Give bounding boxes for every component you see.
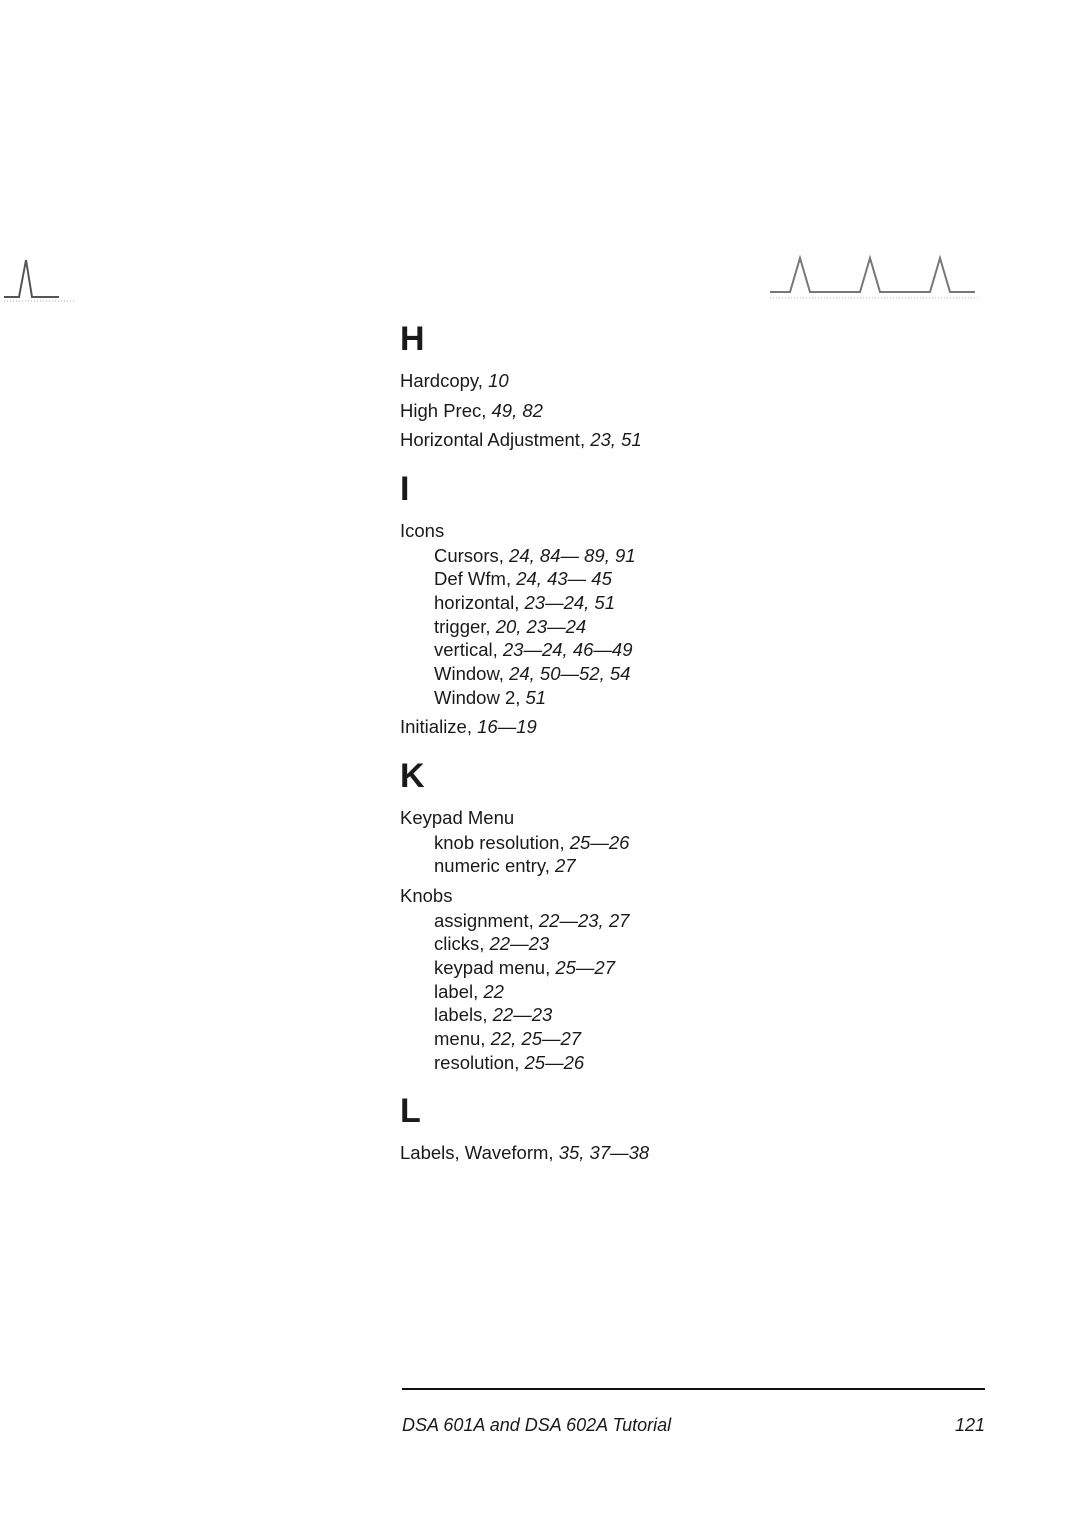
index-term: Hardcopy, xyxy=(400,370,488,391)
section-letter: K xyxy=(400,757,990,796)
index-pages: 16—19 xyxy=(477,716,537,737)
index-subentry: numeric entry, 27 xyxy=(434,854,990,878)
index-subterm: Window 2, xyxy=(434,687,526,708)
index-subpages: 25—26 xyxy=(525,1052,585,1073)
index-subpages: 23—24, 51 xyxy=(525,592,616,613)
index-subterm: labels, xyxy=(434,1004,493,1025)
index-subentry: Cursors, 24, 84— 89, 91 xyxy=(434,544,990,568)
section-letter: I xyxy=(400,470,990,509)
index-subentry: horizontal, 23—24, 51 xyxy=(434,591,990,615)
index-entry: Icons Cursors, 24, 84— 89, 91Def Wfm, 24,… xyxy=(400,519,990,709)
index-entry-line: Knobs xyxy=(400,884,990,908)
index-subterm: clicks, xyxy=(434,933,490,954)
index-term: Icons xyxy=(400,520,444,541)
index-subentry: labels, 22—23 xyxy=(434,1003,990,1027)
index-subentry: knob resolution, 25—26 xyxy=(434,831,990,855)
index-entry-line: Labels, Waveform, 35, 37—38 xyxy=(400,1141,990,1165)
index-subentry: assignment, 22—23, 27 xyxy=(434,909,990,933)
waveform-icon-left xyxy=(4,255,74,305)
index-subpages: 20, 23—24 xyxy=(496,616,587,637)
index-subpages: 24, 43— 45 xyxy=(516,568,612,589)
index-term: High Prec, xyxy=(400,400,492,421)
index-subterm: label, xyxy=(434,981,483,1002)
index-subterm: horizontal, xyxy=(434,592,525,613)
index-subterm: Def Wfm, xyxy=(434,568,516,589)
index-subterm: vertical, xyxy=(434,639,503,660)
index-subpages: 22—23 xyxy=(493,1004,553,1025)
footer-rule xyxy=(402,1388,985,1390)
index-subentry: trigger, 20, 23—24 xyxy=(434,615,990,639)
index-subentry: Window 2, 51 xyxy=(434,686,990,710)
index-pages: 23, 51 xyxy=(590,429,641,450)
index-term: Initialize, xyxy=(400,716,477,737)
index-term: Horizontal Adjustment, xyxy=(400,429,590,450)
index-subentry: keypad menu, 25—27 xyxy=(434,956,990,980)
index-entry: Hardcopy, 10 xyxy=(400,369,990,393)
index-subpages: 27 xyxy=(555,855,576,876)
index-pages: 10 xyxy=(488,370,509,391)
index-subentry: Window, 24, 50—52, 54 xyxy=(434,662,990,686)
index-entry: Keypad Menuknob resolution, 25—26numeric… xyxy=(400,806,990,878)
index-term: Labels, Waveform, xyxy=(400,1142,559,1163)
index-entry-line: Horizontal Adjustment, 23, 51 xyxy=(400,428,990,452)
index-subpages: 24, 50—52, 54 xyxy=(509,663,630,684)
index-entry: Initialize, 16—19 xyxy=(400,715,990,739)
index-entry: Labels, Waveform, 35, 37—38 xyxy=(400,1141,990,1165)
index-entry: Horizontal Adjustment, 23, 51 xyxy=(400,428,990,452)
index-subentry: vertical, 23—24, 46—49 xyxy=(434,638,990,662)
waveform-icon-right xyxy=(770,250,980,305)
index-subterm: assignment, xyxy=(434,910,539,931)
index-subterm: Window, xyxy=(434,663,509,684)
index-subpages: 22, 25—27 xyxy=(491,1028,582,1049)
page-container: H Hardcopy, 10 High Prec, 49, 82 Horizontal… xyxy=(0,0,1080,1528)
index-subpages: 51 xyxy=(526,687,547,708)
index-subpages: 22—23, 27 xyxy=(539,910,630,931)
index-subpages: 23—24, 46—49 xyxy=(503,639,633,660)
index-entry-line: Hardcopy, 10 xyxy=(400,369,990,393)
index-entry-line: Icons xyxy=(400,519,990,543)
index-subentry: menu, 22, 25—27 xyxy=(434,1027,990,1051)
index-subentry: label, 22 xyxy=(434,980,990,1004)
section-letter: H xyxy=(400,320,990,359)
index-subentry: Def Wfm, 24, 43— 45 xyxy=(434,567,990,591)
index-subpages: 25—27 xyxy=(555,957,615,978)
index-subterm: Cursors, xyxy=(434,545,509,566)
footer-title: DSA 601A and DSA 602A Tutorial xyxy=(402,1415,671,1436)
index-entry-line: High Prec, 49, 82 xyxy=(400,399,990,423)
index-subentries: knob resolution, 25—26numeric entry, 27 xyxy=(434,831,990,878)
footer-page-number: 121 xyxy=(955,1415,985,1436)
index-pages: 35, 37—38 xyxy=(559,1142,650,1163)
index-content: H Hardcopy, 10 High Prec, 49, 82 Horizontal… xyxy=(400,320,990,1165)
index-entry-line: Keypad Menu xyxy=(400,806,990,830)
index-subpages: 22—23 xyxy=(490,933,550,954)
index-entry: High Prec, 49, 82 xyxy=(400,399,990,423)
index-subterm: trigger, xyxy=(434,616,496,637)
index-term: Keypad Menu xyxy=(400,807,514,828)
section-letter: L xyxy=(400,1092,990,1131)
index-entry: Knobsassignment, 22—23, 27clicks, 22—23k… xyxy=(400,884,990,1074)
index-subentries: assignment, 22—23, 27clicks, 22—23keypad… xyxy=(434,909,990,1075)
index-entry-line: Initialize, 16—19 xyxy=(400,715,990,739)
page-footer: DSA 601A and DSA 602A Tutorial 121 xyxy=(402,1415,985,1436)
index-subpages: 24, 84— 89, 91 xyxy=(509,545,636,566)
index-subpages: 25—26 xyxy=(570,832,630,853)
index-subterm: menu, xyxy=(434,1028,491,1049)
index-subentries: Cursors, 24, 84— 89, 91Def Wfm, 24, 43— … xyxy=(434,544,990,710)
index-pages: 49, 82 xyxy=(492,400,543,421)
index-subterm: numeric entry, xyxy=(434,855,555,876)
index-term: Knobs xyxy=(400,885,452,906)
index-subterm: resolution, xyxy=(434,1052,525,1073)
index-subterm: knob resolution, xyxy=(434,832,570,853)
index-subentry: resolution, 25—26 xyxy=(434,1051,990,1075)
index-subpages: 22 xyxy=(483,981,504,1002)
index-subentry: clicks, 22—23 xyxy=(434,932,990,956)
index-subterm: keypad menu, xyxy=(434,957,555,978)
